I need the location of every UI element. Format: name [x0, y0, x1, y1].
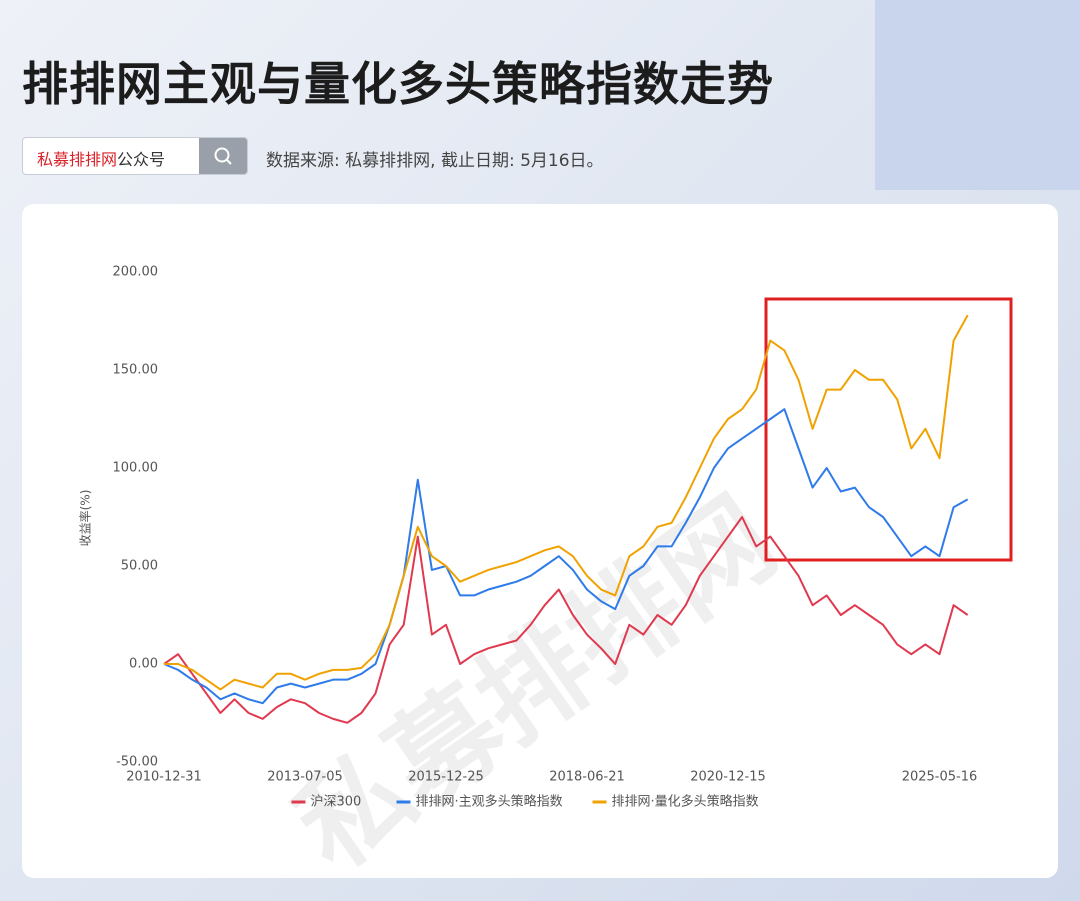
x-tick-label: 2010-12-31 [126, 770, 202, 785]
y-tick-label: 50.00 [121, 559, 158, 574]
x-tick-label: 2013-07-05 [267, 770, 343, 785]
search-text: 私募排排网公众号 [37, 146, 165, 170]
decoration [875, 0, 1080, 190]
y-axis-label: 收益率(%) [78, 490, 93, 547]
x-tick-label: 2020-12-15 [690, 770, 766, 785]
search-suffix: 公众号 [117, 150, 166, 169]
x-tick-label: 2025-05-16 [902, 770, 978, 785]
y-tick-label: 150.00 [113, 363, 159, 378]
page-title: 排排网主观与量化多头策略指数走势 [22, 57, 774, 111]
search-box[interactable]: 私募排排网公众号 [22, 137, 248, 175]
search-icon [214, 147, 232, 165]
series-line [164, 314, 969, 691]
legend-label: 排排网·主观多头策略指数 [416, 794, 563, 810]
series-line [163, 408, 969, 705]
y-tick-label: 100.00 [113, 461, 159, 476]
x-tick-label: 2015-12-25 [408, 770, 484, 785]
x-tick-label: 2018-06-21 [549, 770, 625, 785]
y-tick-label: 0.00 [129, 657, 158, 672]
y-tick-label: 200.00 [113, 265, 159, 280]
series-line [163, 516, 969, 724]
search-button[interactable] [199, 138, 247, 174]
chart-card [22, 204, 1058, 878]
search-brand: 私募排排网 [37, 150, 118, 169]
source-note: 数据来源: 私募排排网, 截止日期: 5月16日。 [266, 151, 604, 171]
legend-label: 排排网·量化多头策略指数 [612, 794, 759, 810]
watermark: 私募排排网 [274, 474, 798, 894]
highlight-box [764, 297, 1013, 562]
y-tick-label: -50.00 [116, 755, 158, 770]
legend-label: 沪深300 [311, 794, 362, 810]
